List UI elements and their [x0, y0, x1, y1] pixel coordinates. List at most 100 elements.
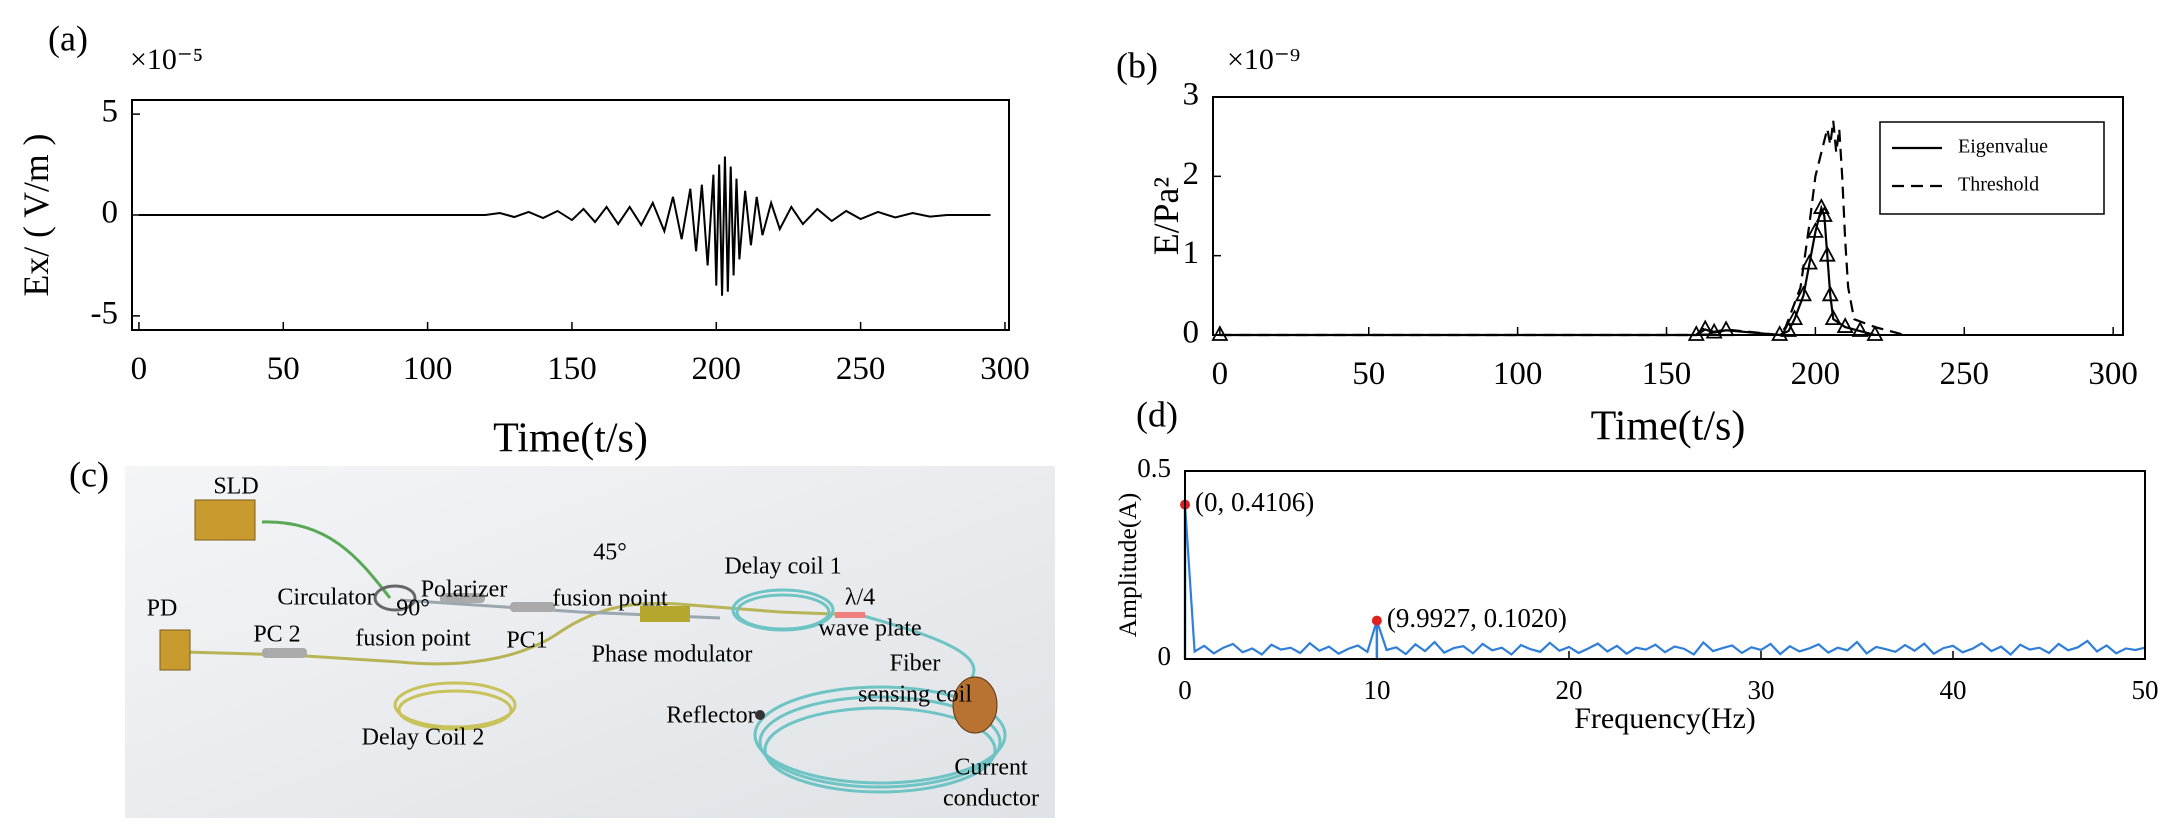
x-tick-label: 0 [1178, 675, 1192, 705]
plot-frame [131, 99, 1010, 331]
y-axis-label: Ex/ ( V/m ) [16, 134, 56, 297]
diagram-label: Phase modulator [592, 642, 753, 668]
data-marker [1851, 321, 1869, 337]
x-tick-label: 20 [1556, 675, 1583, 705]
diagram-label: Circulator [277, 585, 374, 611]
annotation-label: (9.9927, 0.1020) [1387, 603, 1567, 633]
diagram-label: fusion point [552, 586, 668, 612]
diagram-label: sensing coil [858, 682, 972, 708]
x-tick-label: 0 [1212, 356, 1229, 392]
x-axis-label: Time(t/s) [1591, 404, 1746, 450]
x-tick-label: 10 [1364, 675, 1391, 705]
diagram-label: Reflector [666, 703, 755, 729]
pd-device [159, 629, 191, 671]
diagram-label: 90° [396, 596, 430, 622]
y-tick-label: 0 [1183, 315, 1200, 351]
y-multiplier: ×10⁻⁵ [130, 43, 203, 76]
y-axis-label: E/Pa² [1146, 177, 1186, 255]
chart: (a) ×10⁻⁵ Ex/ ( V/m ) Time(t/s) 0 50 100 150 200… [16, 18, 1030, 461]
data-marker [1818, 245, 1836, 262]
data-marker [1866, 325, 1884, 341]
data-marker [1687, 325, 1705, 341]
data-marker [1786, 309, 1804, 326]
y-tick-label: 5 [102, 94, 119, 130]
chart: (d) Amplitude(A) Frequency(Hz) 0 10 20 30 40 50 0… [1113, 394, 2159, 735]
pc2 [262, 648, 307, 658]
x-tick-label: 30 [1748, 675, 1775, 705]
data-marker [1800, 253, 1818, 270]
x-tick-label: 50 [2132, 675, 2159, 705]
x-tick-label: 100 [1493, 356, 1543, 392]
y-axis-label: Amplitude(A) [1113, 493, 1142, 637]
y-tick-label: -5 [91, 295, 119, 331]
x-tick-label: 200 [1791, 356, 1841, 392]
panel-label: (a) [48, 18, 88, 58]
legend-label: Eigenvalue [1958, 136, 2048, 158]
x-tick-label: 250 [1940, 356, 1990, 392]
plot-frame [1184, 470, 2146, 660]
y-tick-label: 0 [1158, 641, 1172, 671]
x-tick-label: 300 [2088, 356, 2138, 392]
y-tick-label: 2 [1183, 156, 1200, 192]
x-tick-label: 150 [547, 351, 597, 387]
y-tick-label: 3 [1183, 77, 1200, 113]
data-line [1219, 204, 1876, 337]
reflector [755, 710, 765, 720]
diagram-label: 45° [593, 540, 627, 566]
wave-plate [835, 612, 865, 618]
data-marker [1717, 320, 1735, 337]
diagram-label: Polarizer [421, 577, 508, 603]
data-marker [1794, 285, 1812, 302]
plot-frame [1212, 96, 2124, 336]
x-tick-label: 300 [980, 351, 1030, 387]
diagram-label: PC1 [506, 628, 547, 654]
y-tick-label: 1 [1183, 235, 1200, 271]
y-tick-label: 0.5 [1137, 453, 1171, 483]
y-multiplier: ×10⁻⁹ [1227, 43, 1300, 76]
data-marker [1806, 221, 1824, 238]
sld-device [194, 499, 256, 541]
x-tick-label: 50 [1352, 356, 1385, 392]
diagram-label: λ/4 [845, 585, 875, 611]
pc1 [510, 602, 555, 612]
diagram-label: Fiber [890, 651, 941, 677]
y-tick-label: 0 [102, 195, 119, 231]
diagram-label: Delay coil 1 [724, 554, 841, 580]
x-tick-label: 150 [1642, 356, 1692, 392]
panel-label: (c) [69, 454, 109, 494]
x-axis-label: Frequency(Hz) [1574, 702, 1756, 735]
diagram-label: conductor [943, 786, 1039, 812]
x-tick-label: 40 [1940, 675, 1967, 705]
diagram-label: PD [147, 596, 178, 622]
polarizer [440, 593, 485, 603]
data-line [138, 156, 991, 296]
data-line [1183, 504, 2146, 656]
x-tick-label: 250 [836, 351, 886, 387]
data-line [1219, 120, 1906, 337]
current-conductor [952, 676, 998, 734]
fibers [184, 520, 1007, 794]
data-marker [1821, 285, 1839, 302]
x-axis-label: Time(t/s) [493, 416, 648, 462]
x-tick-label: 50 [267, 351, 300, 387]
diagram-label: Current [954, 755, 1028, 781]
diagram-background [125, 466, 1055, 818]
x-tick-label: 100 [403, 351, 453, 387]
diagram-label: fusion point [355, 626, 471, 652]
legend-label: Threshold [1958, 174, 2039, 196]
diagram-label: wave plate [818, 616, 921, 642]
legend-box [1879, 121, 2105, 215]
x-tick-label: 200 [692, 351, 742, 387]
diagram: (c) SLD Circulator Polarizer 45° fusion … [69, 454, 1055, 818]
data-marker [1824, 309, 1842, 326]
data-marker [1211, 325, 1229, 341]
chart: (b) ×10⁻⁹ E/Pa² Time(t/s) 0 50 100 150 200 250 300… [1116, 43, 2138, 450]
annotation-marker [1371, 615, 1382, 626]
diagram-label: PC 2 [253, 622, 300, 648]
diagram-label: Delay Coil 2 [362, 725, 485, 751]
diagram-label: SLD [213, 474, 258, 500]
panel-label: (d) [1136, 394, 1178, 434]
panel-label: (b) [1116, 45, 1158, 85]
data-marker [1815, 206, 1833, 222]
